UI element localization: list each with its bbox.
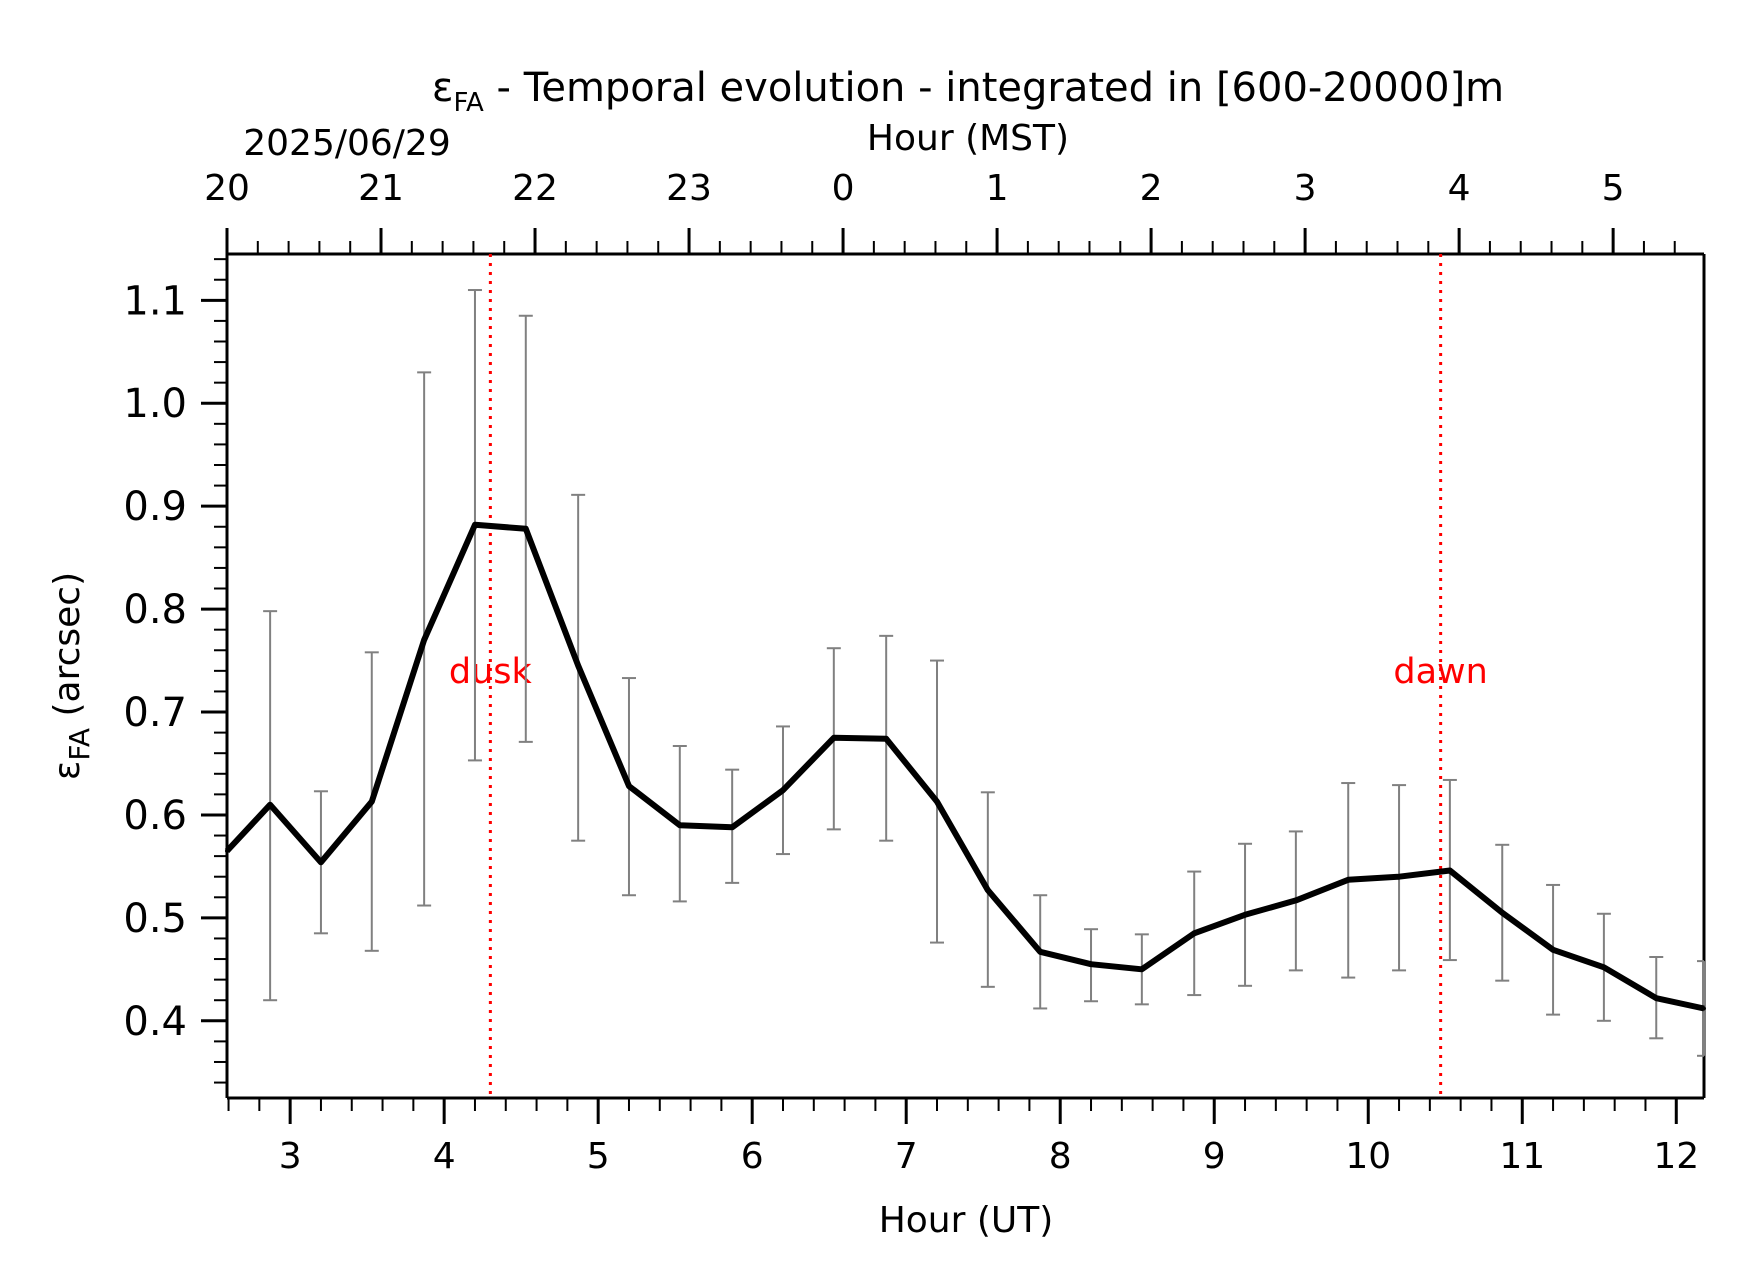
x-tick-label: 10 [1345,1136,1391,1177]
data-point [472,522,477,527]
data-point [369,799,374,804]
data-point [1038,949,1043,954]
data-point [677,823,682,828]
top-tick-label: 20 [204,168,250,209]
chart-title-symbol: ε [432,65,454,111]
x-tick-label: 9 [1203,1136,1226,1177]
data-point [985,888,990,893]
chart-title-subscript: FA [453,88,484,118]
top-axis-title: Hour (MST) [867,118,1069,159]
data-point [1654,996,1659,1001]
data-point [1139,967,1144,972]
top-tick-label: 3 [1294,168,1317,209]
data-point [523,526,528,531]
top-tick-label: 5 [1602,168,1625,209]
event-label-dusk: dusk [449,652,533,692]
y-axis-title-subscript: FA [63,728,96,761]
y-axis-title-symbol: ε [47,761,88,780]
data-point [1551,947,1556,952]
data-point [318,860,323,865]
data-point [831,735,836,740]
y-tick-label: 1.1 [123,278,187,324]
x-tick-label: 5 [587,1136,610,1177]
event-markers: dusk dawn [449,254,1488,1098]
x-tick-label: 12 [1653,1136,1699,1177]
y-axis-title: εFA (arcsec) [47,572,96,780]
data-point [1192,931,1197,936]
y-tick-label: 1.0 [123,381,187,427]
x-tick-label: 7 [895,1136,918,1177]
y-axis-title-text: (arcsec) [47,572,88,728]
series-line [224,521,1706,1012]
y-tick-label: 0.5 [123,896,187,942]
data-point [1293,898,1298,903]
x-tick-label: 8 [1049,1136,1072,1177]
top-tick-label: 21 [358,168,404,209]
chart-title-text: - Temporal evolution - integrated in [60… [484,65,1504,111]
data-point [730,825,735,830]
y-tick-label: 0.8 [123,587,187,633]
data-point [1243,912,1248,917]
data-point [935,799,940,804]
x-tick-label: 11 [1499,1136,1545,1177]
data-point [1089,962,1094,967]
y-tick-label: 0.7 [123,690,187,736]
chart-title: εFA - Temporal evolution - integrated in… [432,65,1504,118]
y-tick-label: 0.6 [123,793,187,839]
top-tick-label: 4 [1448,168,1471,209]
data-point [225,848,229,853]
data-point [780,788,785,793]
date-label: 2025/06/29 [243,123,451,164]
y-tick-label: 0.4 [123,999,187,1045]
data-point [1447,868,1452,873]
data-point [422,637,427,642]
data-point [1500,910,1505,915]
x-tick-label: 6 [741,1136,764,1177]
top-tick-label: 22 [512,168,558,209]
top-tick-label: 1 [986,168,1009,209]
data-point [268,802,273,807]
top-tick-label: 0 [832,168,855,209]
data-point [576,663,581,668]
x-tick-label: 3 [279,1136,302,1177]
data-point [1346,877,1351,882]
top-tick-label: 23 [666,168,712,209]
data-point [1601,965,1606,970]
x-tick-label: 4 [433,1136,456,1177]
data-point [1397,874,1402,879]
event-label-dawn: dawn [1393,652,1487,692]
data-point [1702,1006,1706,1011]
top-tick-label: 2 [1140,168,1163,209]
series-polyline [224,521,1705,1012]
y-tick-label: 0.9 [123,484,187,530]
data-point [884,736,889,741]
data-point [626,784,631,789]
bottom-axis-title: Hour (UT) [879,1200,1054,1241]
